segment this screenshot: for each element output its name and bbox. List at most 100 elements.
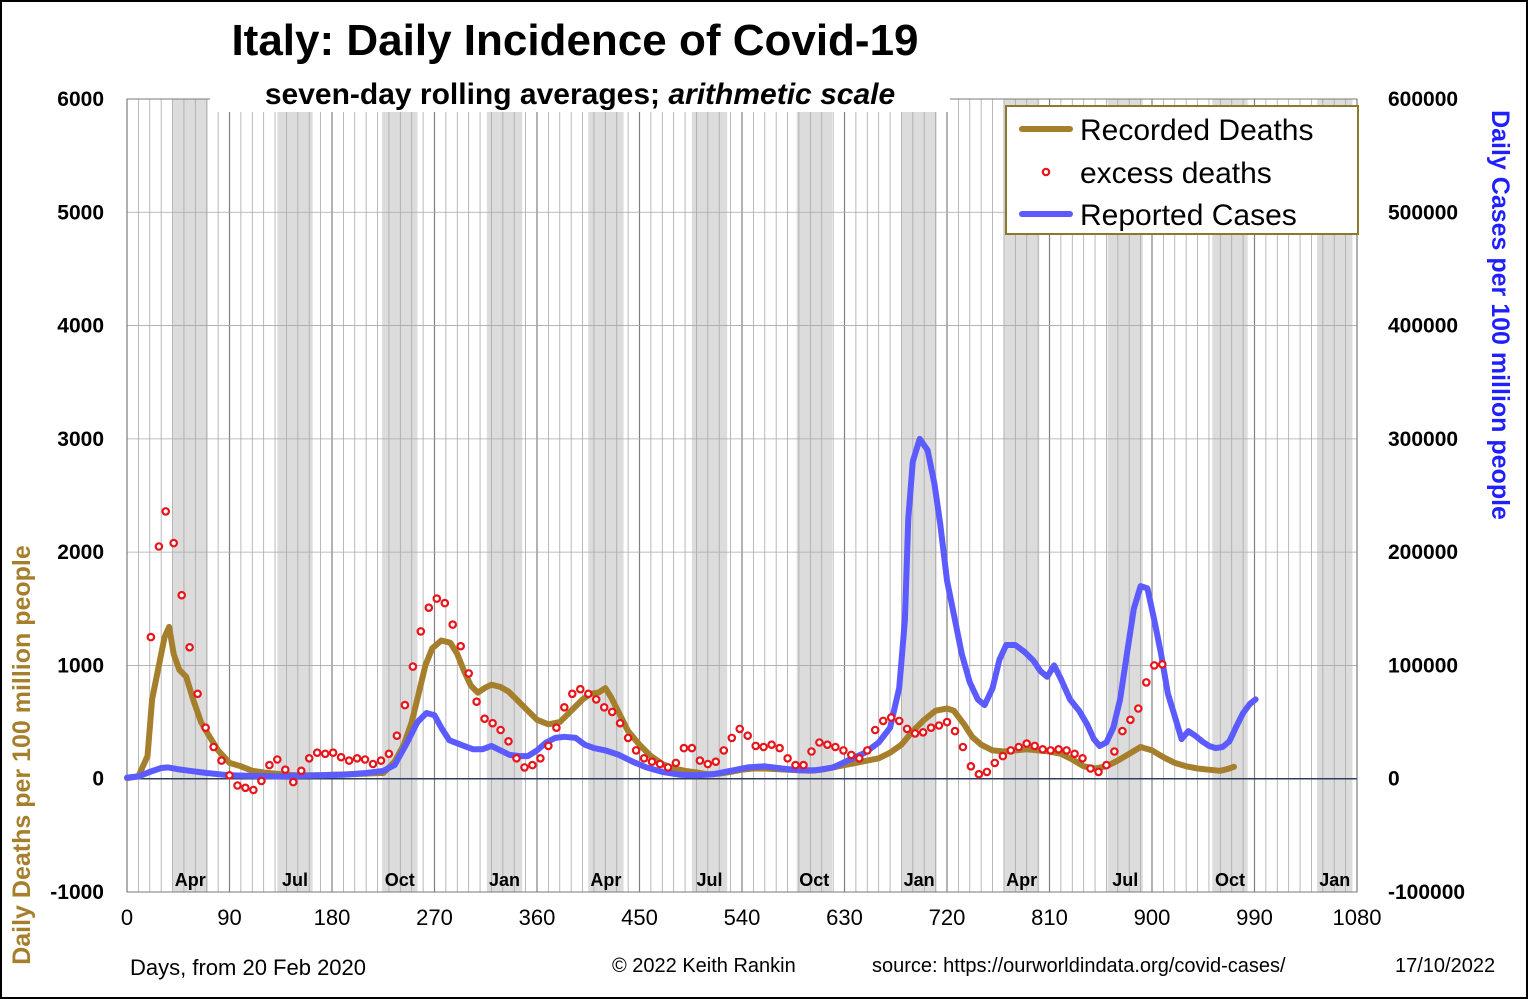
x-tick-label: 720 [929, 905, 966, 930]
excess-death-point [775, 743, 784, 753]
excess-death-point [623, 733, 633, 743]
excess-death-point [679, 743, 689, 753]
excess-death-point [647, 757, 657, 767]
excess-death-point [1038, 744, 1048, 754]
excess-death-point [575, 684, 585, 694]
excess-death-point [886, 713, 896, 722]
excess-death-point [958, 742, 968, 752]
excess-death-point [304, 753, 314, 763]
excess-death-point [735, 724, 745, 734]
excess-death-point [217, 756, 226, 765]
month-band [796, 99, 832, 892]
excess-death-point [950, 726, 960, 736]
excess-death-point [687, 743, 697, 753]
excess-death-point [1078, 753, 1087, 763]
excess-death-point [1094, 767, 1103, 777]
excess-death-point [408, 662, 418, 671]
excess-death-point [1070, 749, 1079, 759]
excess-death-point [902, 724, 912, 734]
excess-death-point [870, 725, 880, 735]
x-tick-label: 1080 [1333, 905, 1382, 930]
excess-death-point [154, 542, 164, 551]
excess-death-point [552, 723, 561, 733]
left-tick-label: 1000 [57, 654, 104, 677]
subtitle-main: seven-day rolling averages; [265, 78, 669, 111]
excess-death-point [671, 758, 681, 768]
excess-death-point [376, 756, 386, 765]
right-tick-label: 500000 [1388, 201, 1458, 224]
excess-death-point [854, 753, 864, 763]
excess-death-point [663, 763, 673, 772]
month-label: Jul [697, 870, 723, 890]
month-label: Jan [489, 870, 520, 890]
legend-excess-swatch [1041, 167, 1051, 177]
excess-death-point [998, 751, 1008, 761]
excess-death-point [336, 752, 346, 762]
excess-death-point [146, 632, 156, 642]
x-tick-label: 270 [416, 905, 453, 930]
x-tick-label: 180 [314, 905, 351, 930]
excess-death-point [488, 718, 497, 728]
excess-death-point [751, 741, 761, 751]
x-tick-label: 990 [1236, 905, 1273, 930]
excess-death-point [559, 702, 569, 712]
right-tick-label: 300000 [1388, 428, 1458, 451]
x-tick-label: 0 [121, 905, 133, 930]
excess-death-point [1110, 747, 1119, 756]
excess-death-point [743, 731, 753, 741]
subtitle-italic: arithmetic scale [668, 78, 895, 111]
excess-death-point [934, 721, 944, 730]
excess-death-point [185, 642, 194, 652]
excess-death-point [384, 749, 394, 759]
excess-death-point [504, 736, 513, 746]
excess-death-point [1054, 744, 1063, 754]
excess-death-point [416, 627, 426, 636]
x-tick-label: 90 [217, 905, 241, 930]
excess-death-point [894, 716, 904, 726]
excess-death-point [846, 750, 856, 760]
excess-death-point [480, 714, 489, 724]
excess-death-point [352, 753, 362, 763]
left-tick-label: 0 [92, 768, 104, 791]
excess-death-point [249, 785, 258, 795]
month-label: Apr [1006, 870, 1037, 890]
excess-death-point [591, 695, 601, 704]
excess-death-point [711, 757, 721, 767]
excess-death-point [695, 756, 705, 765]
x-tick-label: 540 [724, 905, 761, 930]
excess-death-point [727, 733, 737, 743]
excess-death-point [862, 746, 872, 755]
month-label: Oct [799, 870, 829, 890]
right-axis-label: Daily Cases per 100 million people [1486, 110, 1514, 520]
excess-death-point [312, 748, 322, 758]
chart-title: Italy: Daily Incidence of Covid-19 [231, 16, 918, 65]
excess-death-point [703, 759, 713, 769]
excess-death-point [233, 781, 242, 790]
right-tick-label: 100000 [1388, 654, 1458, 677]
excess-death-point [583, 689, 593, 699]
excess-death-point [1134, 704, 1143, 713]
excess-death-point [783, 753, 792, 763]
excess-death-point [424, 603, 434, 613]
month-band [172, 99, 208, 892]
excess-death-point [1126, 715, 1135, 725]
x-tick-label: 450 [621, 905, 658, 930]
x-axis-ticks: 0 90 180 270 360 450 540 630 720 810 900 990 1080 [121, 905, 1382, 930]
excess-death-point [910, 729, 920, 738]
right-tick-label: 200000 [1388, 541, 1458, 564]
chart-subtitle: seven-day rolling averages; arithmetic s… [265, 78, 895, 111]
excess-death-point [536, 753, 545, 763]
excess-death-point [926, 723, 936, 733]
excess-death-point [823, 740, 832, 750]
excess-death-point [759, 742, 768, 752]
month-label: Oct [1215, 870, 1245, 890]
excess-death-point [918, 727, 928, 737]
excess-death-point [288, 777, 298, 787]
excess-death-point [456, 641, 466, 651]
excess-death-point [296, 766, 306, 776]
excess-death-point [432, 594, 442, 603]
excess-death-point [169, 538, 179, 548]
legend-cases-label: Reported Cases [1080, 199, 1297, 232]
excess-death-point [567, 689, 577, 699]
excess-death-point [615, 718, 625, 728]
